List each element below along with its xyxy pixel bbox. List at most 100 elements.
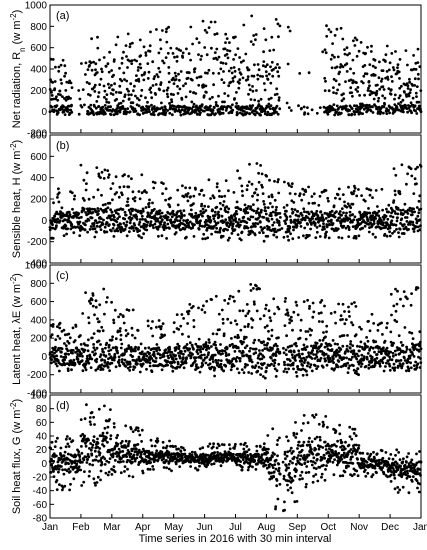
data-point — [52, 108, 56, 112]
data-point — [299, 221, 302, 224]
data-point — [355, 194, 359, 198]
data-point — [241, 309, 245, 313]
data-point — [263, 226, 266, 230]
data-point — [371, 359, 374, 362]
y-tick-label: 0 — [41, 107, 47, 118]
data-point — [273, 227, 277, 231]
data-point — [264, 38, 268, 42]
data-point — [252, 74, 256, 78]
data-point — [108, 50, 111, 54]
data-point — [165, 27, 169, 31]
data-point — [108, 418, 111, 421]
data-point — [60, 216, 63, 220]
data-point — [371, 214, 375, 218]
data-point — [270, 195, 274, 199]
data-point — [98, 58, 101, 62]
data-point — [142, 45, 146, 49]
data-point — [153, 354, 156, 358]
data-point — [286, 25, 290, 29]
data-point — [296, 365, 300, 368]
data-point — [115, 112, 119, 116]
data-point — [131, 475, 135, 479]
data-point — [329, 344, 333, 347]
data-point — [155, 449, 159, 453]
data-point — [142, 78, 146, 82]
data-point — [62, 328, 66, 332]
data-point — [217, 312, 221, 316]
data-point — [219, 362, 223, 366]
data-point — [69, 227, 73, 231]
y-tick-label: -200 — [27, 370, 47, 381]
data-point — [412, 227, 416, 231]
data-point — [385, 70, 389, 73]
data-point — [105, 230, 109, 234]
data-point — [130, 177, 133, 181]
data-point — [207, 338, 211, 342]
data-point — [358, 211, 362, 215]
data-point — [371, 111, 375, 114]
data-point — [88, 462, 92, 466]
data-point — [251, 89, 255, 93]
data-point — [204, 361, 208, 365]
data-point — [207, 346, 211, 350]
data-point — [137, 209, 140, 213]
data-point — [205, 53, 209, 57]
data-point — [257, 338, 261, 342]
data-point — [130, 217, 134, 220]
data-point — [164, 226, 168, 230]
data-point — [368, 63, 372, 66]
data-point — [319, 356, 323, 360]
data-point — [357, 234, 361, 238]
data-point — [80, 105, 84, 109]
data-point — [166, 215, 170, 219]
data-point — [121, 208, 125, 211]
data-point — [242, 371, 246, 374]
data-point — [64, 356, 68, 359]
data-point — [302, 300, 306, 303]
data-point — [79, 343, 83, 346]
data-point — [50, 333, 54, 337]
data-point — [289, 350, 293, 354]
data-point — [398, 362, 402, 365]
data-point — [399, 209, 403, 212]
data-point — [129, 427, 133, 431]
data-point — [92, 477, 96, 481]
data-point — [199, 58, 203, 61]
data-point — [63, 484, 67, 488]
data-point — [124, 213, 128, 217]
data-point — [330, 367, 334, 371]
data-point — [177, 351, 180, 355]
data-point — [198, 192, 201, 196]
data-point — [86, 453, 90, 456]
data-point — [197, 53, 200, 56]
data-point — [201, 207, 205, 211]
data-point — [114, 365, 118, 369]
data-point — [195, 76, 199, 80]
data-point — [214, 101, 218, 104]
data-point — [137, 66, 140, 69]
data-point — [147, 346, 151, 350]
data-point — [87, 197, 91, 201]
data-point — [371, 346, 375, 350]
data-point — [221, 234, 225, 238]
data-point — [311, 301, 315, 305]
data-point — [400, 84, 403, 88]
data-point — [258, 214, 262, 218]
data-point — [374, 235, 377, 239]
data-point — [103, 225, 107, 229]
data-point — [254, 364, 258, 368]
data-point — [246, 226, 250, 230]
data-point — [405, 345, 408, 349]
data-point — [166, 360, 170, 363]
data-point — [176, 203, 180, 207]
data-point — [167, 462, 171, 465]
data-point — [145, 223, 149, 227]
data-point — [403, 359, 407, 362]
data-point — [221, 317, 225, 321]
data-point — [80, 359, 84, 363]
data-point — [201, 214, 204, 218]
data-point — [120, 358, 124, 361]
data-point — [414, 225, 418, 229]
data-point — [89, 225, 93, 228]
data-point — [351, 225, 355, 229]
